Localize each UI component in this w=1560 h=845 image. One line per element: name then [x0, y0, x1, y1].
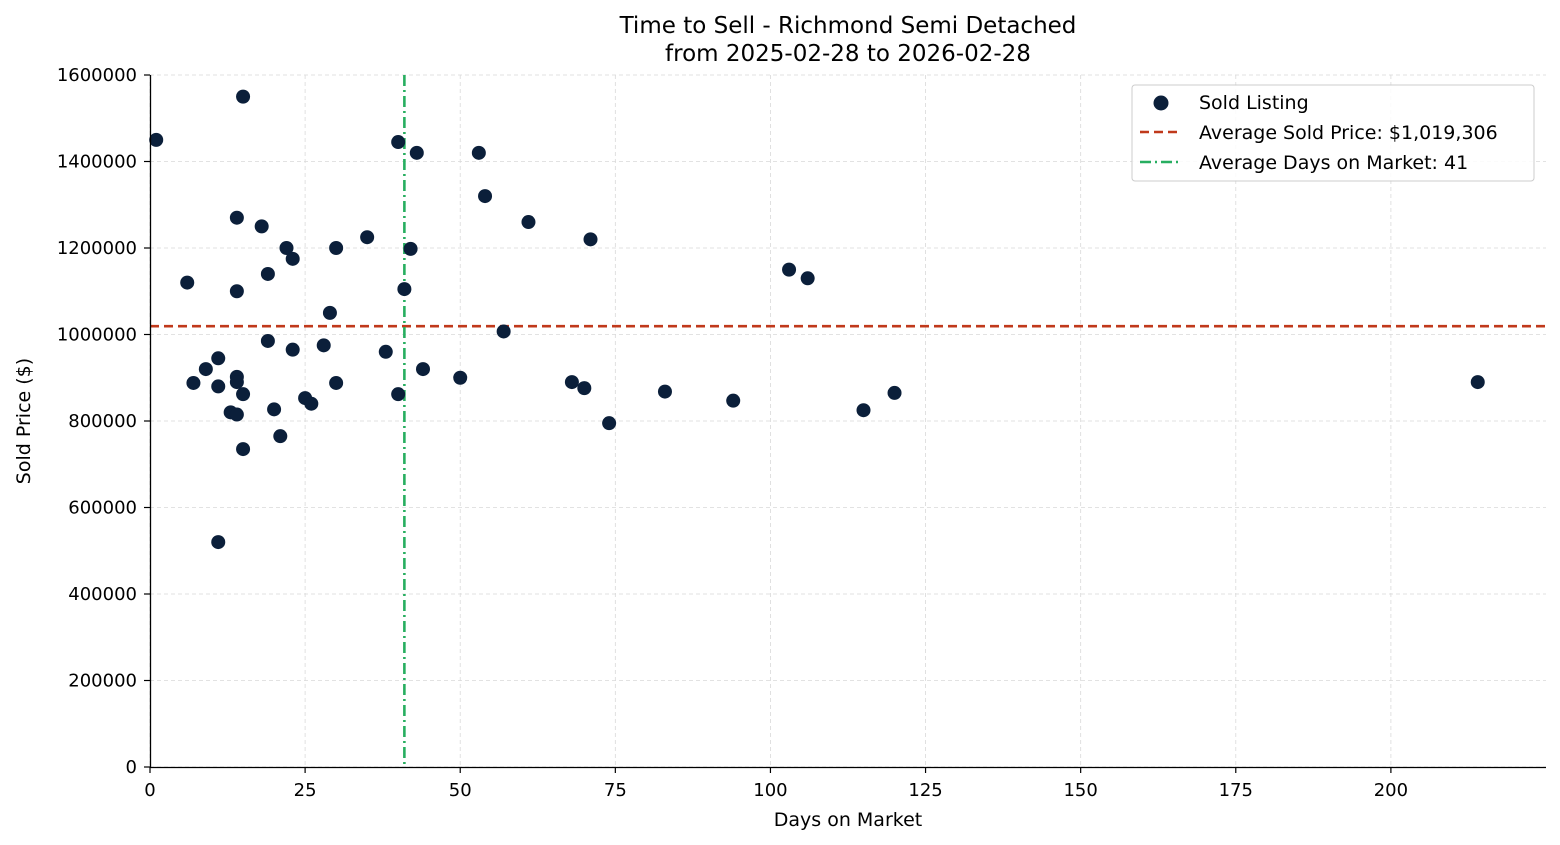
x-tick-label: 125	[908, 780, 942, 801]
sold-listing-point	[267, 402, 282, 417]
x-tick-label: 75	[604, 780, 627, 801]
y-axis-ticks: 0 200000 400000 600000 800000 1000000 1200000 1…	[57, 65, 150, 778]
sold-listing-point	[360, 230, 375, 245]
sold-listing-point	[304, 396, 319, 411]
y-tick-label: 1600000	[57, 65, 137, 86]
sold-listing-point	[211, 351, 226, 366]
y-tick-label: 0	[126, 757, 137, 778]
chart-subtitle: from 2025-02-28 to 2026-02-28	[665, 41, 1031, 67]
sold-listing-point	[316, 338, 331, 353]
sold-listing-point	[279, 241, 294, 255]
sold-listing-point	[236, 442, 251, 457]
y-tick-label: 1400000	[57, 152, 137, 173]
y-tick-label: 200000	[68, 671, 137, 692]
sold-listing-point	[583, 232, 598, 247]
sold-listing-point	[782, 262, 797, 277]
sold-listing-point	[800, 271, 815, 286]
y-tick-label: 1200000	[57, 238, 137, 259]
sold-listing-point	[285, 251, 300, 266]
sold-listing-point	[180, 275, 195, 290]
sold-listing-point	[285, 342, 300, 357]
sold-listing-point	[521, 215, 536, 230]
x-axis-label: Days on Market	[774, 809, 922, 831]
grid-lines	[149, 74, 1546, 768]
sold-listing-point	[211, 535, 226, 550]
sold-listing-point	[260, 333, 275, 348]
reference-lines	[150, 75, 1546, 767]
y-tick-label: 400000	[68, 584, 137, 605]
sold-listing-point	[329, 375, 344, 390]
sold-listing-point	[856, 403, 871, 418]
sold-listing-point	[403, 241, 418, 256]
sold-listing-point	[397, 282, 412, 297]
sold-listing-point	[657, 384, 672, 399]
sold-listing-point	[602, 416, 617, 431]
x-tick-label: 200	[1374, 780, 1408, 801]
legend-box	[1131, 84, 1535, 182]
sold-listing-point	[229, 375, 244, 390]
data-points	[149, 89, 1485, 550]
sold-listing-point	[254, 219, 269, 234]
sold-listing-point	[260, 266, 275, 281]
sold-listing-point	[198, 362, 213, 377]
sold-listing-point	[273, 429, 288, 444]
legend: Sold Listing Average Sold Price: $1,019,…	[1131, 84, 1535, 182]
sold-listing-point	[1470, 375, 1485, 390]
sold-listing-point	[391, 135, 406, 150]
sold-listing-point	[564, 375, 579, 390]
sold-listing-point	[471, 145, 486, 160]
sold-listing-point	[229, 284, 244, 299]
sold-listing-point	[887, 385, 902, 400]
x-tick-label: 50	[449, 780, 472, 801]
sold-listing-point	[478, 189, 493, 204]
chart-title: Time to Sell - Richmond Semi Detached	[619, 13, 1077, 39]
sold-listing-point	[186, 375, 201, 390]
y-axis-label: Sold Price ($)	[13, 358, 35, 484]
legend-label-avg-days: Average Days on Market: 41	[1199, 152, 1468, 174]
sold-listing-point	[726, 393, 741, 408]
legend-label-avg-price: Average Sold Price: $1,019,306	[1199, 122, 1498, 144]
y-tick-label: 1000000	[57, 325, 137, 346]
sold-listing-point	[229, 210, 244, 225]
sold-listing-point	[415, 362, 430, 377]
sold-listing-point	[229, 407, 244, 422]
y-tick-label: 800000	[68, 411, 137, 432]
sold-listing-point	[236, 387, 251, 402]
x-tick-label: 100	[753, 780, 787, 801]
sold-listing-point	[496, 324, 511, 339]
sold-listing-point	[322, 305, 337, 320]
sold-listing-point	[391, 387, 406, 402]
sold-listing-point	[453, 370, 468, 385]
sold-listing-point	[577, 381, 592, 396]
sold-listing-point	[211, 379, 226, 394]
legend-marker-sold	[1153, 95, 1169, 111]
y-tick-label: 600000	[68, 498, 137, 519]
sold-listing-point	[378, 344, 393, 359]
sold-listing-point	[329, 241, 344, 255]
x-tick-label: 175	[1219, 780, 1253, 801]
x-tick-label: 25	[294, 780, 317, 801]
sold-listing-point	[149, 132, 164, 147]
sold-listing-point	[236, 89, 251, 104]
legend-label-sold: Sold Listing	[1199, 92, 1309, 114]
x-tick-label: 150	[1063, 780, 1097, 801]
x-axis-ticks: 0 25 50 75 100 125 150 175 200	[144, 767, 1408, 801]
sold-listing-point	[409, 145, 424, 160]
x-tick-label: 0	[144, 780, 155, 801]
